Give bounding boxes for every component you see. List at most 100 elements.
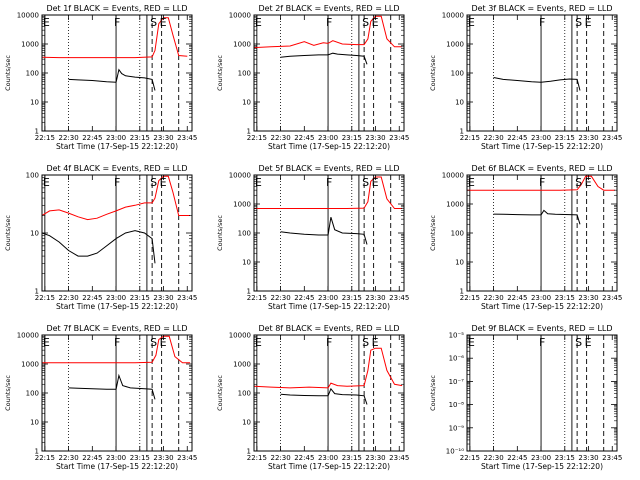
y-tick-label: 1000 bbox=[446, 41, 464, 49]
y-axis-label: Counts/sec bbox=[429, 55, 437, 91]
x-tick-label: 22:30 bbox=[483, 294, 503, 302]
x-axis-label: Start Time (17-Sep-15 22:12:20) bbox=[56, 462, 178, 471]
y-tick-label: 1000 bbox=[446, 201, 464, 209]
y-tick-label: 10⁻⁶ bbox=[449, 355, 465, 363]
marker-label: S bbox=[575, 336, 582, 349]
chart-title: Det 2f BLACK = Events, RED = LLD bbox=[258, 4, 399, 13]
x-axis-label: Start Time (17-Sep-15 22:12:20) bbox=[56, 142, 178, 151]
y-tick-label: 10⁻⁹ bbox=[449, 424, 465, 432]
x-tick-label: 23:30 bbox=[578, 294, 598, 302]
chart-title: Det 7f BLACK = Events, RED = LLD bbox=[46, 324, 187, 333]
marker-label: E bbox=[255, 16, 262, 29]
x-tick-label: 22:45 bbox=[294, 134, 314, 142]
series-line-events bbox=[68, 68, 156, 91]
x-tick-label: 23:15 bbox=[130, 134, 150, 142]
x-tick-label: 22:30 bbox=[270, 454, 290, 462]
series-line-events bbox=[493, 209, 581, 225]
marker-label: E bbox=[372, 16, 379, 29]
marker-label: F bbox=[114, 336, 120, 349]
y-tick-label: 1 bbox=[460, 128, 464, 136]
chart-panel-3: Det 3f BLACK = Events, RED = LLD Counts/s… bbox=[429, 4, 622, 151]
series-line-lld bbox=[254, 176, 403, 209]
series-line-events bbox=[42, 230, 156, 264]
chart-title: Det 9f BLACK = Events, RED = LLD bbox=[471, 324, 612, 333]
chart-title: Det 3f BLACK = Events, RED = LLD bbox=[471, 4, 612, 13]
marker-label: F bbox=[539, 336, 545, 349]
y-axis-label: Counts/sec bbox=[4, 215, 12, 251]
x-axis-label: Start Time (17-Sep-15 22:12:20) bbox=[268, 462, 390, 471]
marker-label: E bbox=[585, 16, 592, 29]
plot-area bbox=[42, 15, 188, 131]
marker-label: S bbox=[150, 16, 157, 29]
x-tick-label: 23:30 bbox=[153, 454, 173, 462]
x-tick-label: 23:30 bbox=[578, 454, 598, 462]
x-tick-label: 22:15 bbox=[460, 454, 480, 462]
y-tick-label: 1000 bbox=[21, 41, 39, 49]
x-tick-label: 22:45 bbox=[294, 454, 314, 462]
x-axis-label: Start Time (17-Sep-15 22:12:20) bbox=[268, 142, 390, 151]
x-axis-label: Start Time (17-Sep-15 22:12:20) bbox=[56, 302, 178, 311]
marker-label: S bbox=[362, 336, 369, 349]
plot-area bbox=[469, 335, 605, 451]
x-tick-label: 23:00 bbox=[318, 294, 338, 302]
x-tick-label: 23:45 bbox=[177, 134, 197, 142]
x-tick-label: 23:15 bbox=[130, 294, 150, 302]
y-tick-label: 1 bbox=[460, 288, 464, 296]
x-tick-label: 23:30 bbox=[365, 134, 385, 142]
x-tick-label: 22:15 bbox=[35, 134, 55, 142]
y-tick-label: 1 bbox=[247, 448, 251, 456]
marker-label: S bbox=[575, 176, 582, 189]
marker-label: F bbox=[114, 176, 120, 189]
marker-label: S bbox=[150, 336, 157, 349]
y-axis-label: Counts/sec bbox=[429, 375, 437, 411]
chart-title: Det 4f BLACK = Events, RED = LLD bbox=[46, 164, 187, 173]
y-axis-label: Counts/sec bbox=[4, 55, 12, 91]
x-tick-label: 22:15 bbox=[247, 294, 267, 302]
x-tick-label: 23:30 bbox=[153, 294, 173, 302]
x-tick-label: 23:00 bbox=[106, 294, 126, 302]
x-tick-label: 23:15 bbox=[555, 454, 575, 462]
chart-panel-2: Det 2f BLACK = Events, RED = LLD Counts/s… bbox=[216, 4, 409, 151]
chart-title: Det 5f BLACK = Events, RED = LLD bbox=[258, 164, 399, 173]
x-tick-label: 23:00 bbox=[318, 134, 338, 142]
marker-label: E bbox=[372, 336, 379, 349]
x-tick-label: 23:15 bbox=[342, 454, 362, 462]
marker-label: E bbox=[585, 176, 592, 189]
y-tick-label: 10 bbox=[455, 259, 464, 267]
y-axis-label: Counts/sec bbox=[4, 375, 12, 411]
marker-label: F bbox=[326, 336, 332, 349]
x-tick-label: 23:45 bbox=[177, 454, 197, 462]
x-tick-label: 23:00 bbox=[106, 134, 126, 142]
y-tick-label: 100 bbox=[238, 390, 251, 398]
marker-label: F bbox=[114, 16, 120, 29]
marker-label: S bbox=[575, 16, 582, 29]
y-tick-label: 100 bbox=[238, 70, 251, 78]
y-tick-label: 1 bbox=[247, 128, 251, 136]
x-tick-label: 22:30 bbox=[270, 134, 290, 142]
plot-area bbox=[254, 175, 403, 291]
x-tick-label: 23:30 bbox=[365, 294, 385, 302]
marker-label: E bbox=[160, 16, 167, 29]
marker-label: F bbox=[326, 176, 332, 189]
marker-label: E bbox=[255, 176, 262, 189]
y-tick-label: 100 bbox=[238, 230, 251, 238]
plot-frame bbox=[466, 174, 618, 292]
y-tick-label: 10⁻⁸ bbox=[449, 401, 465, 409]
chart-title: Det 1f BLACK = Events, RED = LLD bbox=[46, 4, 187, 13]
marker-label: E bbox=[43, 16, 50, 29]
y-tick-label: 10000 bbox=[229, 172, 251, 180]
y-tick-label: 10 bbox=[30, 99, 39, 107]
y-tick-label: 10 bbox=[242, 259, 251, 267]
y-tick-label: 10⁻⁵ bbox=[449, 332, 465, 340]
y-tick-label: 1 bbox=[35, 288, 39, 296]
x-tick-label: 23:15 bbox=[555, 294, 575, 302]
y-axis-label: Counts/sec bbox=[429, 215, 437, 251]
x-tick-label: 23:15 bbox=[342, 294, 362, 302]
y-tick-label: 100 bbox=[451, 70, 464, 78]
marker-label: S bbox=[362, 176, 369, 189]
chart-title: Det 8f BLACK = Events, RED = LLD bbox=[258, 324, 399, 333]
plot-frame bbox=[253, 174, 405, 292]
x-tick-label: 23:00 bbox=[531, 454, 551, 462]
series-line-lld bbox=[254, 347, 403, 389]
plot-area bbox=[254, 335, 403, 451]
